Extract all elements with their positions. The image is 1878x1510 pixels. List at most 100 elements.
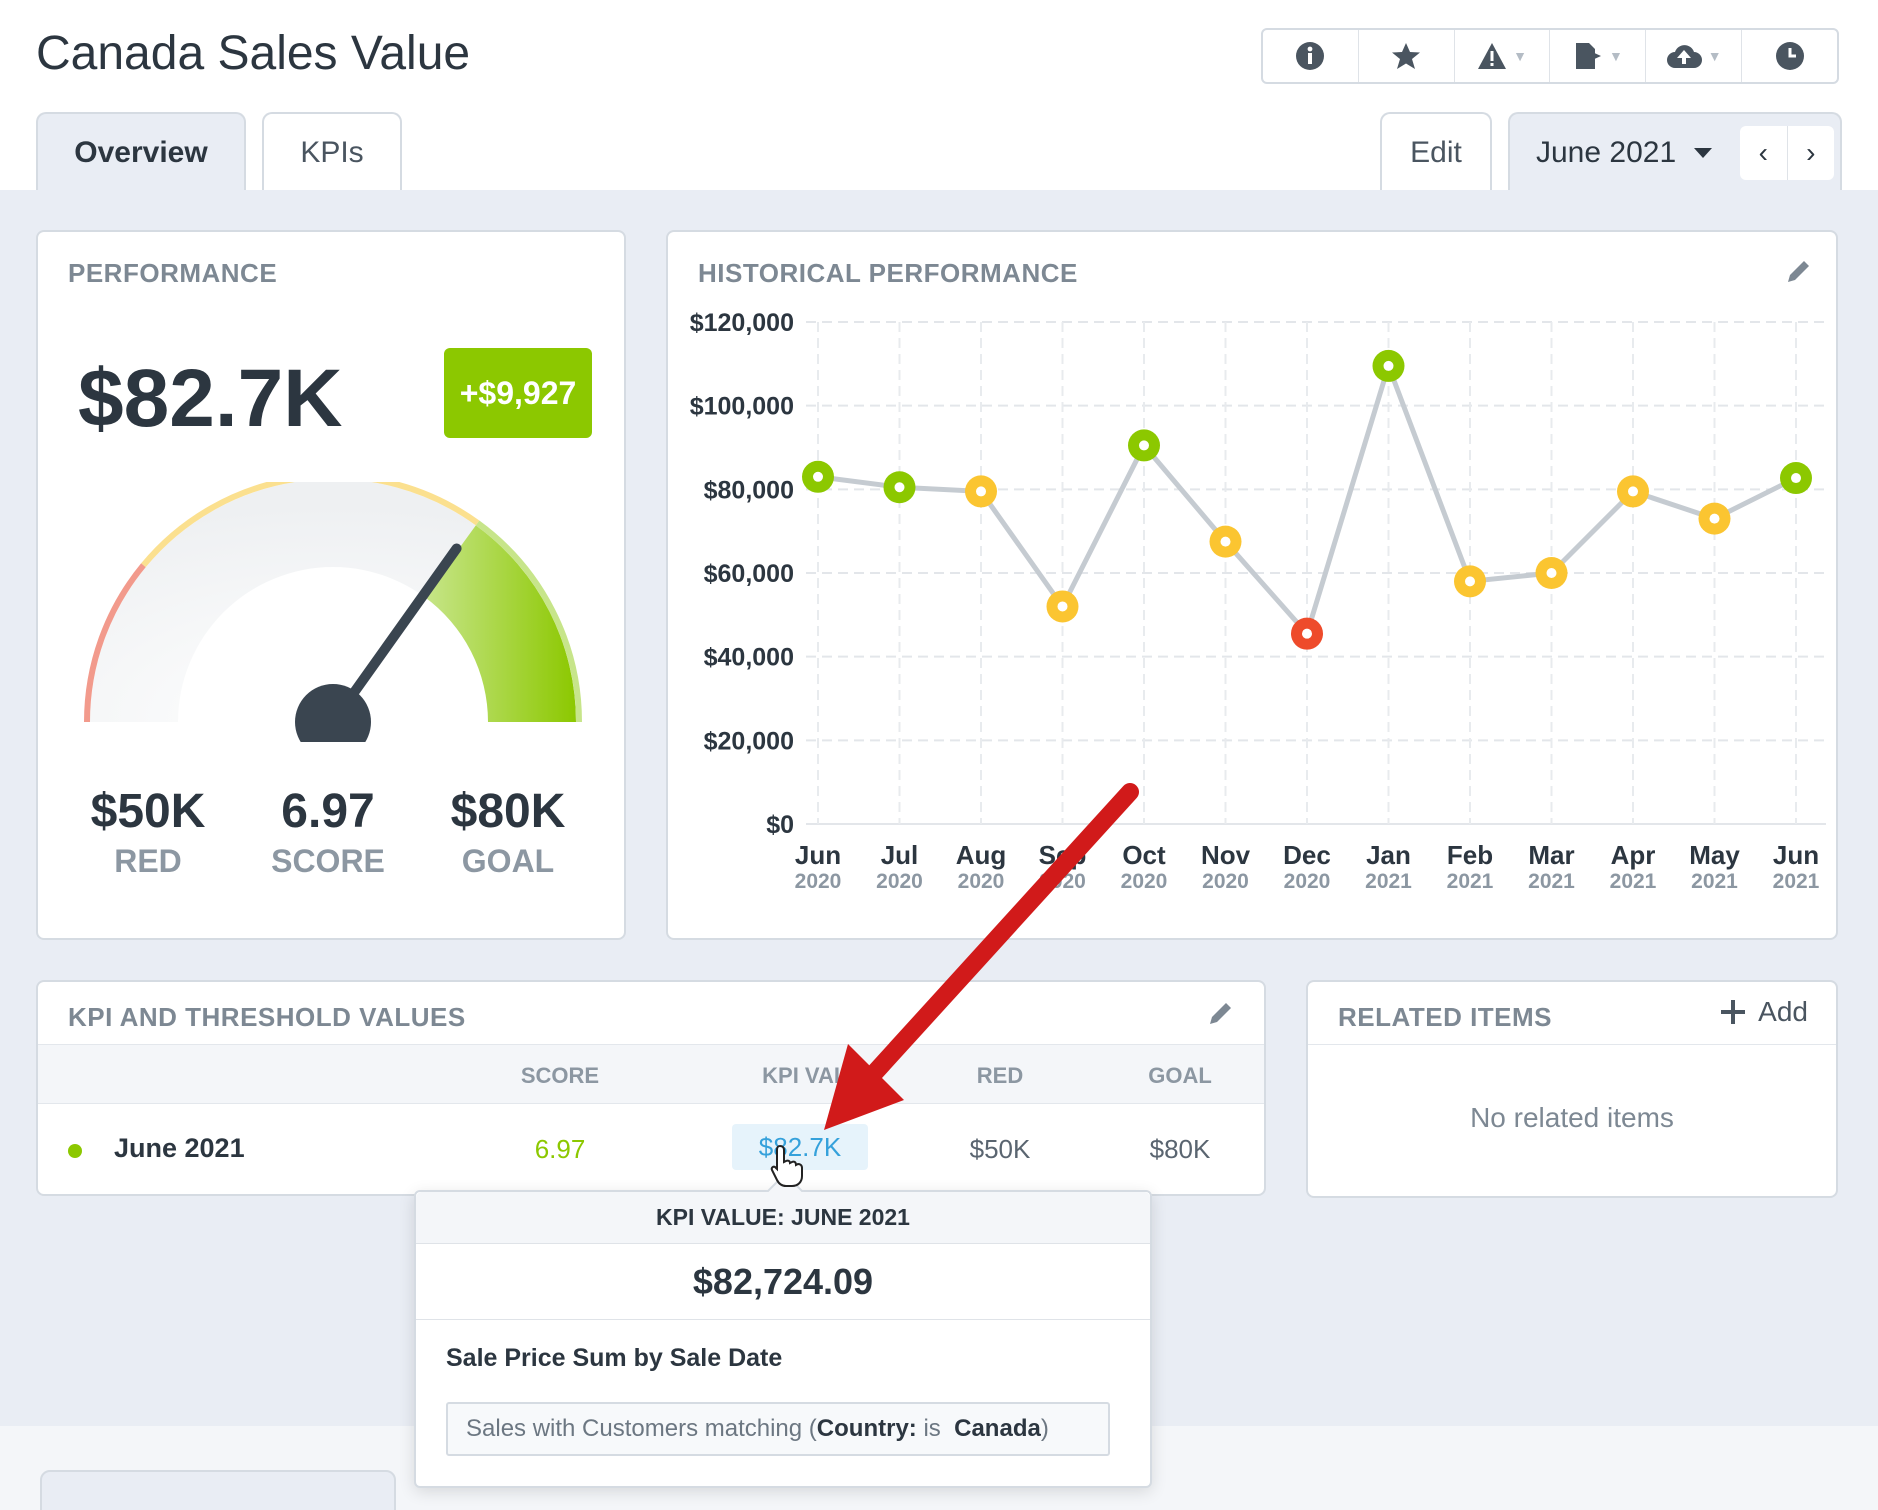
x-tick-year: 2021 [1447,870,1494,892]
x-tick-month: Nov [1201,840,1251,870]
gauge-goal-zone [424,525,576,722]
x-tick-month: Dec [1283,840,1331,870]
row-score: 6.97 [534,1134,586,1164]
popover-title: KPI VALUE: JUNE 2021 [416,1192,1150,1244]
table-header: SCORE KPI VALUE RED GOAL [38,1044,1264,1104]
x-tick-month: Mar [1528,840,1574,870]
pencil-icon[interactable] [1784,256,1814,286]
next-period-button[interactable]: › [1788,126,1835,180]
prev-period-button[interactable]: ‹ [1740,126,1788,180]
row-red: $50K [969,1134,1031,1164]
alert-button[interactable]: ▼ [1455,30,1551,82]
header-red: RED [976,1063,1024,1088]
star-icon [1392,43,1421,69]
chevron-left-icon: ‹ [1758,137,1768,168]
x-tick-month: Oct [1122,840,1166,870]
related-title: RELATED ITEMS [1338,1002,1553,1032]
gauge-track [90,482,576,722]
data-point-center [1791,473,1801,484]
data-point-center [1057,601,1068,612]
history-chart: $0 $20,000 $40,000 $60,000 $80,000 $100,000 $1… [690,309,1826,892]
alert-icon [1478,43,1507,69]
y-tick-label: $0 [766,811,794,839]
data-point-center [894,482,905,493]
chevron-right-icon: › [1806,137,1816,168]
row-period: June 2021 [114,1133,245,1163]
x-tick-month: Feb [1447,840,1493,870]
toolbar: ▼ ▼ ▼ [1261,28,1839,84]
chevron-down-icon: ▼ [1513,48,1527,64]
filter-suffix: ) [1040,1415,1049,1442]
data-point-center [1709,513,1720,524]
page-title: Canada Sales Value [36,27,471,80]
x-tick-year: 2020 [1121,870,1168,892]
info-button[interactable] [1263,30,1359,82]
kpi-table-card: KPI AND THRESHOLD VALUES SCORE KPI VALUE… [36,980,1266,1196]
caret-down-icon [1694,148,1712,158]
red-label: RED [114,843,182,879]
popover-filter: Sales with Customers matching (Country: … [446,1402,1110,1456]
performance-card: PERFORMANCE $82.7K +$9,927 $50K RED 6. [36,230,626,940]
tab-overview[interactable]: Overview [36,112,246,192]
cloud-icon [1666,45,1702,68]
performance-gauge [84,482,582,742]
history-title: HISTORICAL PERFORMANCE [698,258,1078,288]
filter-op: is [916,1415,948,1442]
info-icon [1296,42,1325,70]
header-goal: GOAL [1148,1063,1212,1088]
kpi-table-title: KPI AND THRESHOLD VALUES [68,1002,466,1032]
data-point-center [1302,628,1312,639]
plus-icon [1721,1000,1746,1024]
data-point-center [1139,440,1149,451]
x-tick-year: 2021 [1691,870,1738,892]
pencil-icon[interactable] [1206,998,1236,1028]
data-point-center [1465,576,1475,587]
x-tick-year: 2020 [1202,870,1249,892]
y-tick-label: $120,000 [690,309,794,337]
edit-button[interactable]: Edit [1380,112,1492,192]
history-button[interactable] [1742,30,1837,82]
period-selector[interactable]: June 2021 ‹ › [1508,112,1842,192]
bottom-panel [40,1470,396,1510]
x-tick-month: May [1689,840,1740,870]
x-tick-year: 2020 [876,870,923,892]
gauge-red: $50K RED [58,784,238,880]
data-point-center [1546,568,1557,578]
x-tick-month: Sep [1039,840,1087,870]
y-tick-label: $20,000 [704,727,794,755]
x-tick-year: 2021 [1610,870,1657,892]
popover-description: Sale Price Sum by Sale Date [446,1344,783,1372]
export-button[interactable]: ▼ [1550,30,1647,82]
x-tick-year: 2020 [795,870,842,892]
empty-state: No related items [1470,1102,1674,1133]
x-tick-year: 2021 [1528,870,1575,892]
export-icon [1575,43,1601,69]
score-label: SCORE [271,843,385,879]
data-point-center [1220,536,1231,547]
x-tick-month: Jun [1773,840,1819,870]
data-point-center [813,471,823,482]
x-tick-month: Jan [1366,840,1411,870]
clock-icon [1775,42,1804,70]
favorite-button[interactable] [1359,30,1455,82]
data-point-center [1628,486,1638,497]
filter-prefix: Sales with Customers matching ( [466,1415,817,1442]
chevron-down-icon: ▼ [1707,48,1722,64]
kpi-value-link[interactable]: $82.7K [732,1124,868,1170]
add-label: Add [1758,996,1808,1027]
goal-label: GOAL [461,843,555,879]
gauge-hub [295,684,371,742]
goal-value: $80K [450,785,566,838]
data-point-center [976,486,986,497]
cloud-button[interactable]: ▼ [1646,30,1743,82]
filter-value: Canada [954,1415,1041,1442]
divider [1308,1044,1836,1045]
red-value: $50K [90,785,206,838]
score-value: 6.97 [281,785,375,838]
x-tick-month: Apr [1611,840,1656,870]
add-related-button[interactable]: Add [1720,996,1808,1028]
kpi-value-popover: KPI VALUE: JUNE 2021 $82,724.09 Sale Pri… [414,1190,1152,1488]
x-tick-month: Jul [881,840,919,870]
tab-kpis[interactable]: KPIs [262,112,402,192]
gauge-rim-yellow [141,482,480,568]
